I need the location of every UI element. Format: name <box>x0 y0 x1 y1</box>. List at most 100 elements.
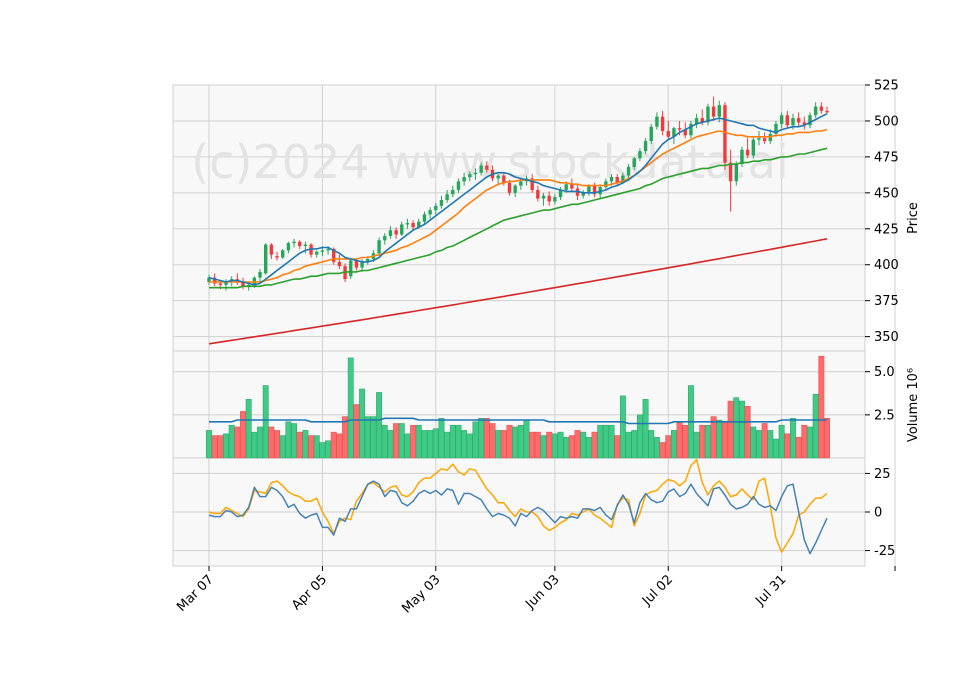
volume-bar <box>659 442 666 459</box>
volume-bar <box>773 438 779 459</box>
price-tick-label: 450 <box>874 186 899 201</box>
candle-body <box>592 185 597 195</box>
candle-body <box>241 281 245 287</box>
volume-bar <box>591 431 598 459</box>
candle-body <box>638 151 642 159</box>
candle-body <box>354 260 359 268</box>
volume-bar <box>364 416 371 459</box>
volume-bar <box>506 424 513 459</box>
candle-body <box>615 177 619 183</box>
candle-body <box>683 129 687 136</box>
volume-bar <box>778 424 785 459</box>
volume-bar <box>495 430 502 459</box>
candle-body <box>445 194 449 201</box>
volume-bar <box>727 400 734 459</box>
candle-body <box>536 189 540 199</box>
volume-bar <box>376 392 383 459</box>
volume-bar <box>784 433 791 459</box>
candle-body <box>819 106 824 111</box>
candle-body <box>717 105 721 117</box>
volume-bar <box>404 433 411 459</box>
volume-bar <box>602 424 609 459</box>
volume-bar <box>750 426 757 459</box>
candle-body <box>751 139 755 156</box>
candle-body <box>394 230 398 235</box>
candle-body <box>366 258 370 262</box>
volume-bar <box>682 424 689 459</box>
volume-bar <box>308 435 314 459</box>
volume-bar <box>234 426 241 459</box>
candle-body <box>224 281 228 285</box>
volume-bar <box>801 424 808 459</box>
volume-bar <box>756 430 762 459</box>
candle-body <box>779 115 784 124</box>
volume-bar <box>824 418 830 459</box>
volume-bar <box>461 430 468 459</box>
price-axis-label: Price <box>906 202 921 234</box>
volume-bar <box>291 423 297 459</box>
candle-body <box>643 141 648 152</box>
candle-body <box>337 261 342 267</box>
volume-bar <box>296 431 303 459</box>
volume-bar <box>251 431 258 459</box>
volume-bar <box>790 418 796 459</box>
candle-body <box>666 131 670 137</box>
price-tick-label: 375 <box>874 294 899 309</box>
candle-body <box>694 118 699 124</box>
volume-bar <box>211 435 218 459</box>
volume-bar <box>438 418 445 459</box>
volume-bar <box>665 435 672 459</box>
volume-bar <box>455 424 462 459</box>
price-series <box>207 96 829 345</box>
volume-bar <box>483 418 490 459</box>
candle-body <box>740 149 744 165</box>
candle-body <box>825 110 829 113</box>
y-axis-ticks: 350 375 400 425 450 475 500 525 2.5 5.0 -25 0 25 <box>865 79 899 559</box>
candle-body <box>745 149 750 156</box>
volume-bar <box>670 430 677 459</box>
oscillator-tick-label: 0 <box>874 506 882 521</box>
candle-body <box>802 122 807 126</box>
volume-bar <box>444 431 451 459</box>
candle-body <box>417 221 421 228</box>
volume-bar <box>387 430 394 459</box>
volume-bar <box>563 437 570 459</box>
x-axis-ticks: Mar 07 Apr 05 May 03 Jun 03 Jul 02 Jul 31 <box>174 566 896 616</box>
candle-body <box>660 116 665 132</box>
volume-bar <box>240 411 246 459</box>
watermark: (c)2024 www.stockdata.ai <box>191 135 788 189</box>
candle-body <box>258 271 262 278</box>
moving-average-fast-line <box>208 113 828 286</box>
candle-body <box>587 185 591 193</box>
candle-body <box>360 261 364 268</box>
volume-bar <box>512 426 519 459</box>
volume-bar <box>523 419 530 459</box>
volume-bar <box>642 399 649 459</box>
candle-body <box>218 283 223 285</box>
volume-bar <box>393 423 400 459</box>
volume-bar <box>410 424 417 459</box>
volume-bar <box>568 435 575 459</box>
candle-body <box>813 106 818 116</box>
candle-body <box>785 115 790 126</box>
volume-bar <box>262 385 269 459</box>
candle-body <box>456 181 461 190</box>
volume-bar <box>597 424 604 459</box>
candle-body <box>723 105 727 163</box>
candle-body <box>320 250 325 252</box>
candle-body <box>428 210 432 215</box>
volume-bar <box>699 424 706 459</box>
price-tick-label: 500 <box>874 114 899 129</box>
volume-bar <box>574 430 581 459</box>
candle-body <box>422 214 427 222</box>
volume-bar <box>733 397 740 459</box>
volume-bar <box>302 430 309 459</box>
volume-bar <box>619 395 626 459</box>
moving-average-long-line <box>208 238 828 345</box>
candle-body <box>774 123 778 134</box>
volume-bar <box>206 430 212 459</box>
volume-bar <box>245 399 252 459</box>
volume-bar <box>631 430 638 459</box>
candle-body <box>502 175 506 183</box>
candle-body <box>303 244 308 247</box>
